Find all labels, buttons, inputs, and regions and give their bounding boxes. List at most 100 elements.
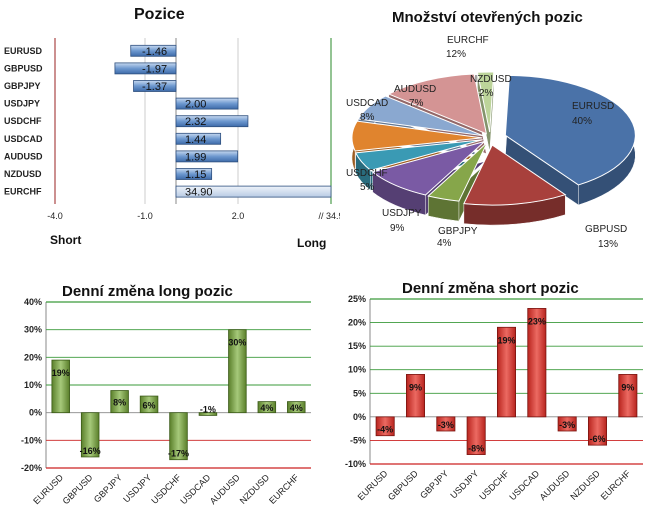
long-change-bar bbox=[287, 401, 306, 414]
positions-bar bbox=[175, 185, 332, 198]
positions-value-label: 34.90 bbox=[185, 187, 213, 199]
short-change-x-tick: GBPJPY bbox=[418, 468, 450, 500]
pie-slice-name: GBPUSD bbox=[585, 224, 627, 235]
pie-slice-value: 13% bbox=[598, 239, 618, 250]
pie-slice-value: 40% bbox=[572, 116, 592, 127]
long-change-x-tick: USDCHF bbox=[149, 472, 183, 506]
positions-value-label: -1.37 bbox=[142, 81, 167, 93]
short-change-x-tick: USDCHF bbox=[477, 468, 511, 502]
positions-category-label: AUDUSD bbox=[4, 151, 43, 161]
short-change-bar bbox=[375, 416, 395, 437]
long-change-bar bbox=[257, 401, 277, 414]
short-label: Short bbox=[50, 233, 82, 247]
short-change-x-tick: EURUSD bbox=[356, 468, 390, 502]
positions-chart-svg: EURUSD -1.46 GBPUSD -1.97 GBPJPY -1.37 USDJPY 2… bbox=[4, 38, 340, 221]
short-change-x-tick: USDJPY bbox=[448, 468, 480, 500]
pie-slice-name: USDJPY bbox=[382, 208, 422, 219]
pie-slice-value: 8% bbox=[360, 112, 375, 123]
long-change-value-label: 4% bbox=[260, 403, 273, 413]
short-change-value-label: 9% bbox=[409, 382, 422, 392]
long-change-x-tick: GBPUSD bbox=[61, 472, 95, 506]
short-change-y-tick: 15% bbox=[348, 341, 366, 351]
short-change-x-tick: USDCAD bbox=[507, 468, 541, 502]
pie-slice bbox=[351, 120, 483, 152]
short-change-y-tick: -10% bbox=[345, 459, 366, 469]
positions-category-label: GBPJPY bbox=[4, 81, 41, 91]
positions-bar bbox=[175, 168, 213, 180]
long-change-bar bbox=[110, 390, 129, 414]
short-change-bar bbox=[527, 308, 547, 418]
positions-value-label: 2.00 bbox=[185, 99, 206, 111]
pie-slice-name: GBPJPY bbox=[438, 226, 478, 237]
pie-slice-name: EURUSD bbox=[572, 101, 614, 112]
positions-category-label: EURCHF bbox=[4, 187, 42, 197]
pie-slice-value: 4% bbox=[437, 238, 452, 249]
pie-title: Množství otevřených pozic bbox=[392, 9, 583, 26]
long-change-value-label: -16% bbox=[80, 446, 101, 456]
short-change-y-tick: 5% bbox=[353, 388, 366, 398]
long-change-bar bbox=[169, 412, 188, 461]
long-change-y-tick: 40% bbox=[24, 297, 42, 307]
long-change-bar bbox=[228, 329, 247, 414]
long-change-y-tick: 10% bbox=[24, 380, 42, 390]
short-change-bar bbox=[406, 374, 426, 418]
positions-category-label: USDJPY bbox=[4, 99, 40, 109]
positions-chart: Pozice EURUSD -1.46 GBPUSD -1.97 GBPJPY -1.37… bbox=[0, 0, 340, 260]
long-change-y-tick: 20% bbox=[24, 352, 42, 362]
short-change-x-tick: EURCHF bbox=[599, 468, 633, 502]
long-change-value-label: 30% bbox=[228, 338, 246, 348]
long-change-svg: 40% 30% 20% 10% 0% -10% -20% 19% EURUSD -16% GBPUS… bbox=[21, 297, 311, 506]
long-change-y-tick: -10% bbox=[21, 435, 42, 445]
pie-slice-name: EURCHF bbox=[447, 35, 489, 46]
pie-slice bbox=[354, 139, 483, 171]
positions-bar bbox=[175, 150, 239, 163]
positions-value-label: -1.97 bbox=[142, 63, 167, 75]
pie-slice-name: USDCAD bbox=[346, 98, 388, 109]
positions-category-label: NZDUSD bbox=[4, 169, 42, 179]
pie-slice bbox=[371, 141, 485, 196]
long-change-y-tick: 30% bbox=[24, 325, 42, 335]
short-change-bar bbox=[496, 326, 516, 418]
pie-slice-value: 9% bbox=[390, 223, 405, 234]
short-change-value-label: 23% bbox=[528, 316, 546, 326]
short-change-svg: 25% 20% 15% 10% 5% 0% -5% -10% -4% EURUSD 9% GBPUSD… bbox=[345, 294, 643, 502]
positions-x-tick: // 34.9 bbox=[318, 211, 340, 221]
long-change-chart: Denní změna long pozic 40% 30% 20% 10% 0% -10… bbox=[0, 270, 325, 518]
long-change-value-label: 19% bbox=[52, 368, 70, 378]
open-positions-pie: Množství otevřených pozic EURUSD 40% GBPUS… bbox=[340, 0, 650, 260]
positions-bar bbox=[114, 62, 177, 75]
long-change-x-tick: GBPJPY bbox=[92, 472, 124, 504]
pie-slice-name: NZDUSD bbox=[470, 74, 512, 85]
short-change-chart: Denní změna short pozic 25% 20% 15% 10% 5% 0%… bbox=[330, 270, 650, 518]
long-change-y-tick: 0% bbox=[29, 408, 42, 418]
long-change-y-tick: -20% bbox=[21, 463, 42, 473]
pie-slice bbox=[357, 95, 484, 137]
long-change-title: Denní změna long pozic bbox=[62, 283, 233, 300]
pie-slice-name: AUDUSD bbox=[394, 84, 436, 95]
positions-chart-title: Pozice bbox=[134, 6, 185, 23]
positions-bar bbox=[130, 44, 177, 57]
positions-category-label: EURUSD bbox=[4, 46, 43, 56]
long-change-value-label: 6% bbox=[143, 400, 156, 410]
long-change-x-tick: EURCHF bbox=[267, 472, 301, 506]
pie-slice bbox=[463, 144, 567, 206]
positions-category-label: USDCAD bbox=[4, 134, 43, 144]
pie-slice-value: 12% bbox=[446, 49, 466, 60]
short-change-bar bbox=[466, 416, 486, 455]
pie-slice-name: USDCHF bbox=[346, 168, 388, 179]
long-change-value-label: -1% bbox=[200, 404, 216, 414]
pie-slice-value: 5% bbox=[360, 182, 375, 193]
short-change-bar bbox=[557, 416, 577, 432]
short-change-value-label: -4% bbox=[377, 425, 393, 435]
long-change-x-tick: NZDUSD bbox=[238, 472, 272, 506]
positions-bar bbox=[175, 97, 239, 110]
long-change-x-tick: EURUSD bbox=[31, 472, 65, 506]
positions-category-label: GBPUSD bbox=[4, 63, 43, 73]
long-change-bar bbox=[80, 412, 100, 458]
long-change-value-label: -17% bbox=[168, 449, 189, 459]
pie-slice-value: 2% bbox=[479, 88, 494, 99]
long-change-x-tick: USDCAD bbox=[178, 472, 212, 506]
long-change-bar bbox=[139, 395, 159, 414]
short-change-x-tick: GBPUSD bbox=[386, 468, 420, 502]
long-change-x-tick: USDJPY bbox=[121, 472, 153, 504]
